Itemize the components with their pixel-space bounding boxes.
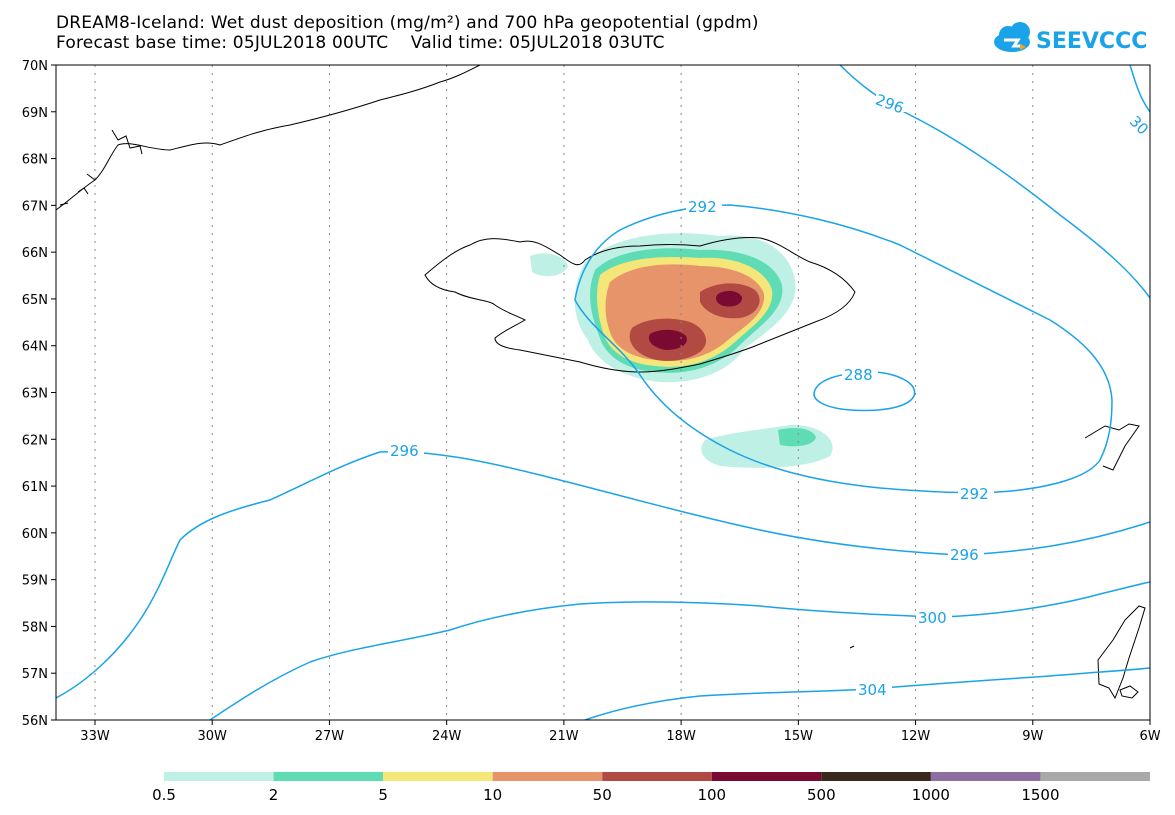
dust-shading [530,233,833,468]
lat-label: 59N [22,574,48,589]
seevccc-logo: SEEVCCC [994,22,1147,54]
cloud-icon [994,22,1030,52]
legend-swatch [492,772,603,781]
dust-layer-0-5-south [701,424,833,468]
longitude-labels: 33W 30W 27W 24W 21W 18W 15W 12W 9W 6W [80,729,1160,744]
legend-swatch [164,772,274,781]
legend-label: 2 [269,786,279,804]
contour-label-296-west: 296 [390,442,419,460]
lon-label: 12W [901,729,931,744]
contour-label-304: 304 [858,681,887,699]
contour-label-292-south: 292 [960,485,989,503]
lat-label: 57N [22,667,48,682]
lon-label: 24W [432,729,462,744]
lon-label: 9W [1022,729,1043,744]
logo-text: SEEVCCC [1036,29,1147,54]
geopotential-contours [56,65,1150,720]
graticule [94,65,1034,720]
greenland-coast [56,65,481,211]
lat-label: 67N [22,199,48,214]
lon-label: 33W [80,729,110,744]
legend-swatch [273,772,384,781]
legend-label: 50 [593,786,612,804]
legend-swatch [383,772,493,781]
lon-label: 27W [315,729,345,744]
coastlines [56,65,1146,700]
contour-300-south [209,581,1150,720]
legend-swatch [602,772,712,781]
lat-label: 64N [22,340,48,355]
lon-label: 6W [1139,729,1160,744]
map-title: DREAM8-Iceland: Wet dust deposition (mg/… [56,13,759,33]
scotland-islands [849,645,1139,699]
legend-label: 5 [378,786,388,804]
dust-layer-100-east [716,290,743,307]
lat-label: 65N [22,293,48,308]
lon-label: 18W [666,729,696,744]
dust-layer-100 [648,329,687,350]
lon-label: 30W [198,729,228,744]
lat-label: 66N [22,246,48,261]
lat-label: 63N [22,387,48,402]
legend-label: 1500 [1021,786,1059,804]
lat-label: 60N [22,527,48,542]
dust-layer-2-south [778,428,816,447]
latitude-labels: 70N 69N 68N 67N 66N 65N 64N 63N 62N 61N 60N 59N 58N 5… [22,59,48,729]
lon-label: 21W [549,729,579,744]
contour-300-north [1129,65,1150,113]
map-frame [55,64,1151,721]
forecast-times: Forecast base time: 05JUL2018 00UTC Vali… [56,33,665,53]
contour-296-south [56,450,1150,699]
lat-label: 68N [22,153,48,168]
axis-ticks [51,64,1151,725]
legend-swatch [821,772,931,781]
legend-label: 100 [697,786,726,804]
color-legend: 0.5 2 5 10 50 100 500 1000 1500 [152,772,1150,804]
legend-label: 0.5 [152,786,176,804]
lat-label: 62N [22,433,48,448]
greenland-coast-detail [59,129,143,206]
legend-label: 500 [807,786,836,804]
legend-swatch [930,772,1041,781]
contour-label-296-south: 296 [950,546,979,564]
legend-swatch [1040,772,1150,781]
iceland-coast [424,237,856,373]
norway-coast [1084,423,1146,700]
contour-label-288: 288 [844,366,873,384]
lat-label: 70N [22,59,48,74]
contour-292 [574,204,1113,494]
legend-label: 10 [483,786,502,804]
contour-label-292-north: 292 [688,198,717,216]
legend-label: 1000 [912,786,950,804]
lat-label: 56N [22,714,48,729]
dust-layer-0-5-west [530,253,568,277]
lat-label: 61N [22,480,48,495]
legend-swatch [711,772,822,781]
lat-label: 69N [22,106,48,121]
lat-label: 58N [22,620,48,635]
contour-label-300-south: 300 [918,609,947,627]
lon-label: 15W [784,729,814,744]
